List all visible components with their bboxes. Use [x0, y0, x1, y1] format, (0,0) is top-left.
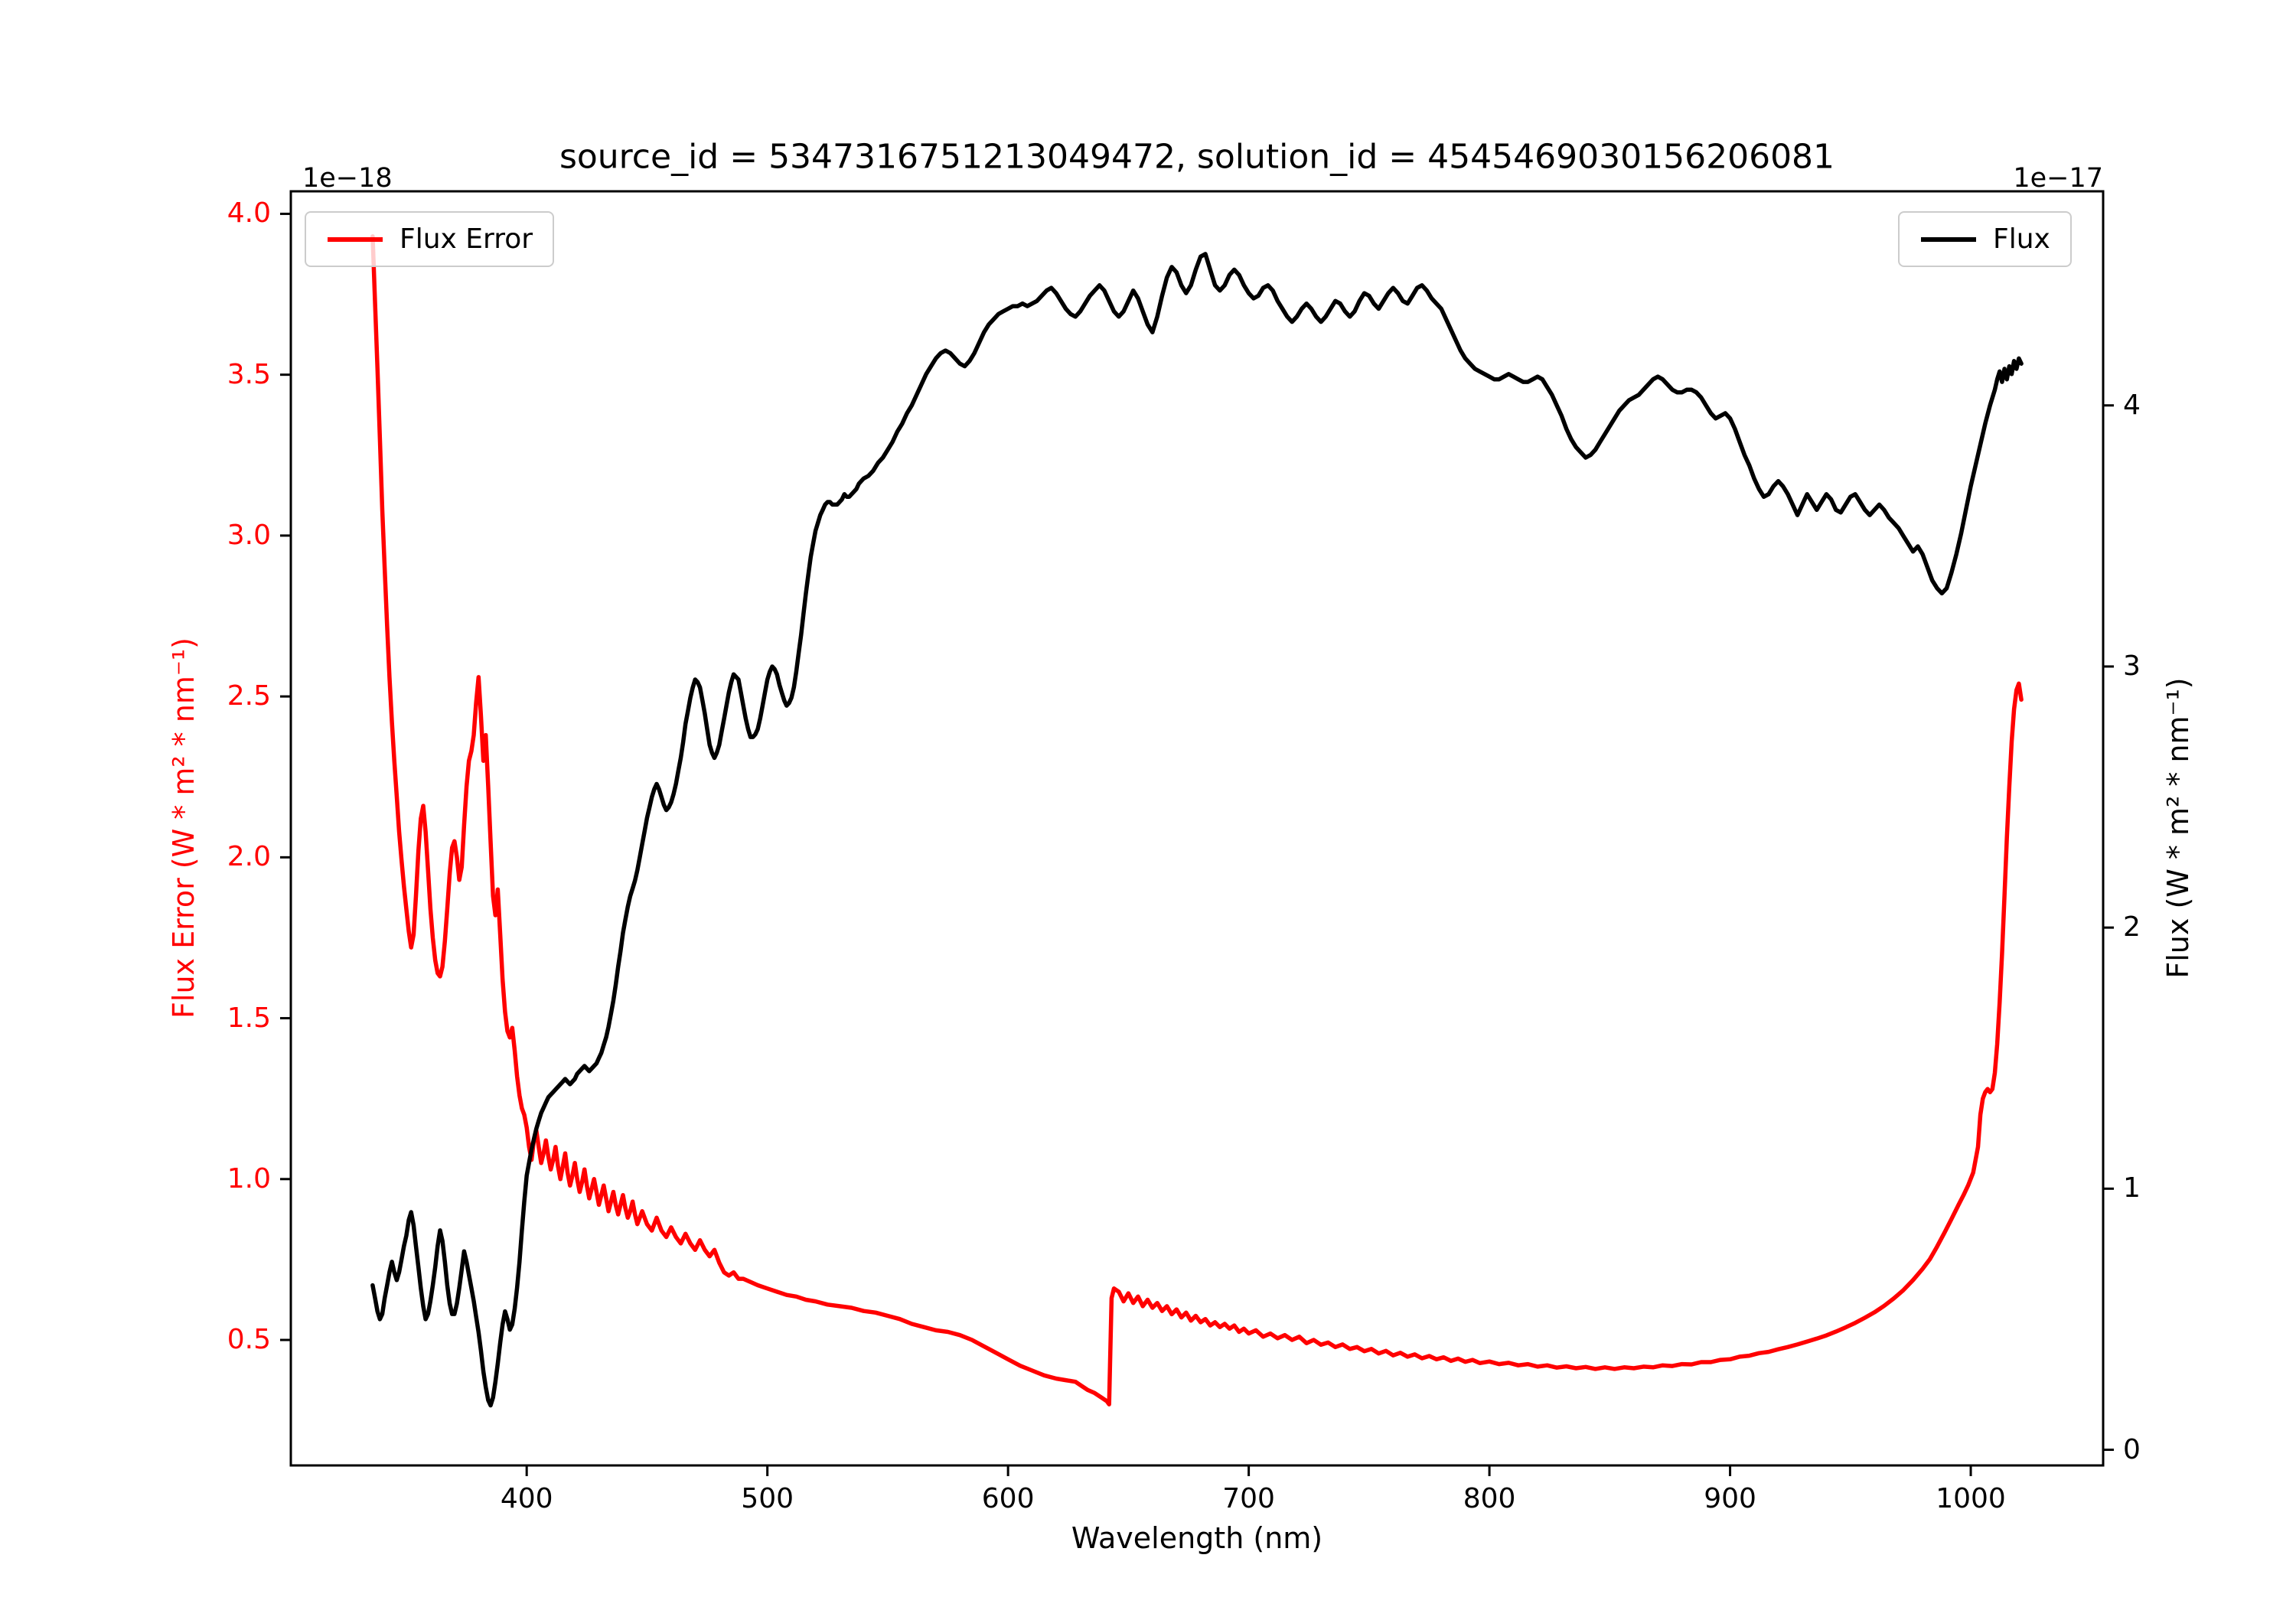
- x-axis-label: Wavelength (nm): [1071, 1521, 1323, 1555]
- flux-line-sample-icon: [1921, 236, 1976, 242]
- plot-title: source_id = 5347316751213049472, solutio…: [559, 137, 1835, 177]
- y-right-offset-label: 1e−17: [2013, 163, 2103, 194]
- legend-flux-error: Flux Error: [305, 211, 555, 267]
- legend-flux-label: Flux: [1993, 223, 2050, 255]
- legend-flux-error-label: Flux Error: [400, 223, 533, 255]
- axes-spines: [289, 190, 2105, 1467]
- series-line-flux-error: [370, 234, 2024, 1407]
- y-right-axis-label: Flux (W * m² * nm⁻¹): [2161, 677, 2195, 979]
- y-left-offset-label: 1e−18: [302, 163, 393, 194]
- series-line-flux: [370, 252, 2024, 1408]
- y-left-axis-label: Flux Error (W * m² * nm⁻¹): [167, 637, 201, 1019]
- legend-flux: Flux: [1898, 211, 2072, 267]
- flux-error-line-sample-icon: [328, 236, 383, 242]
